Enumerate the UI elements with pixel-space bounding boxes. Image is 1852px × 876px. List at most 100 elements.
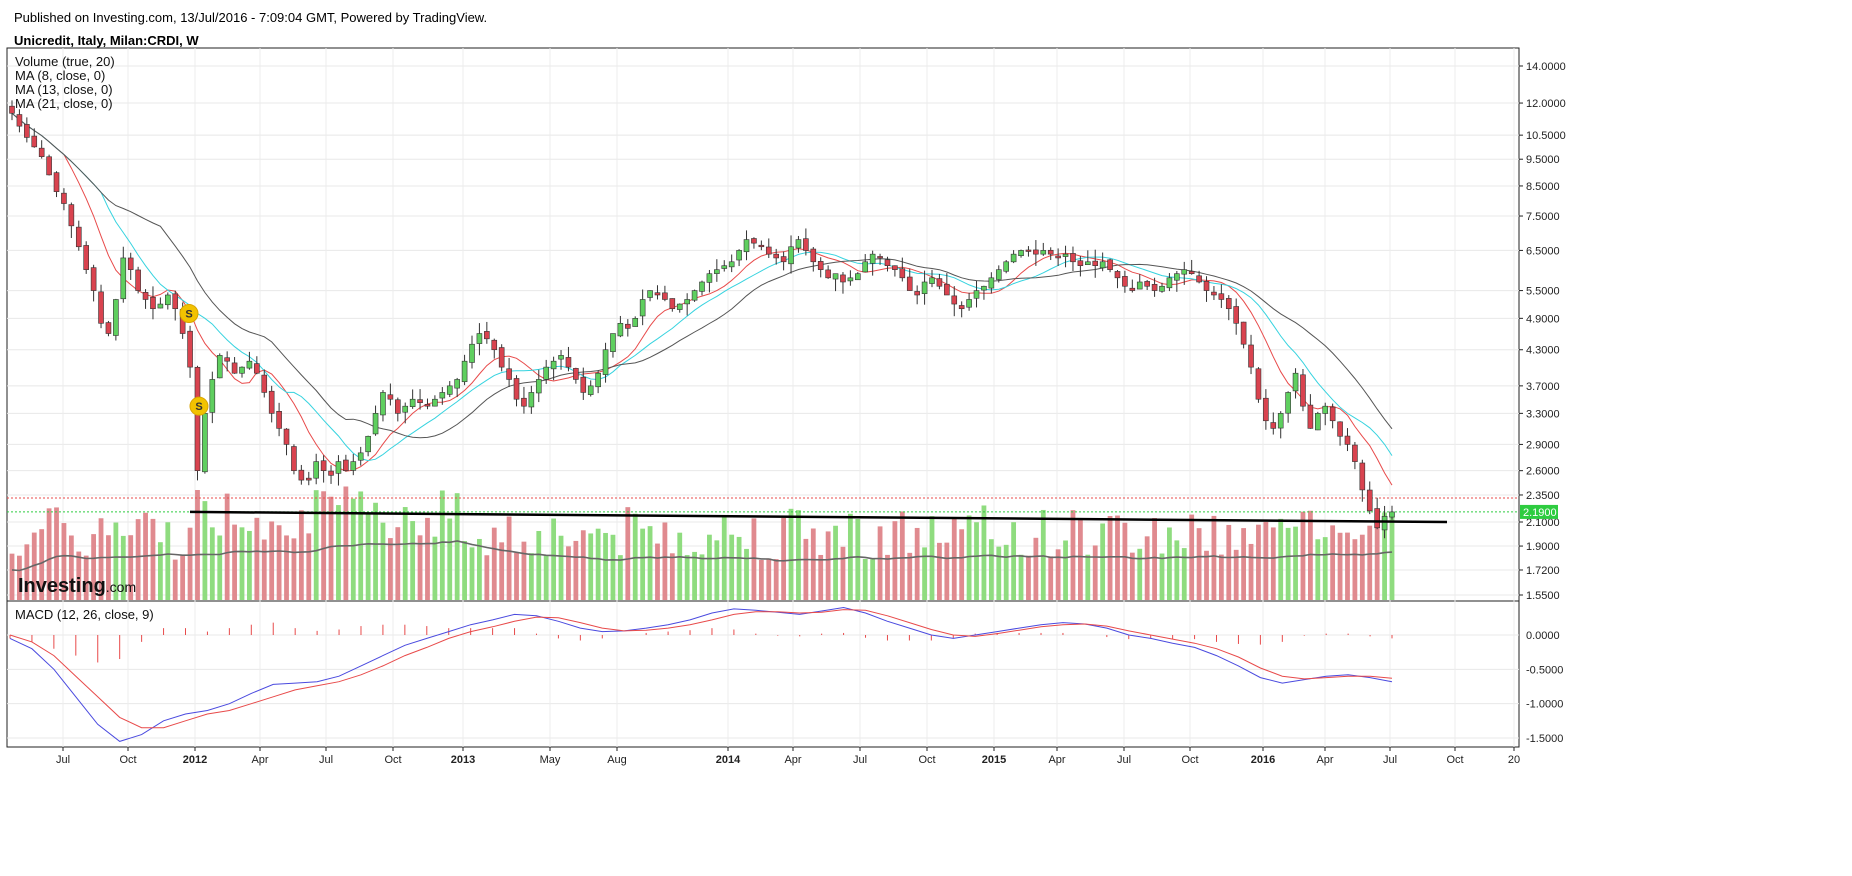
volume-bar	[1337, 532, 1343, 600]
volume-bar	[439, 490, 445, 600]
time-tick-label: May	[540, 754, 561, 766]
volume-bar	[714, 540, 720, 600]
time-tick-label: Oct	[1446, 754, 1463, 766]
symbol-title: Unicredit, Italy, Milan:CRDI, W	[14, 33, 199, 48]
time-tick-label: Oct	[1181, 754, 1198, 766]
candle-body	[936, 278, 943, 287]
candle-body	[899, 268, 906, 279]
signal-markers: SS	[179, 303, 209, 416]
price-tick-label: 8.5000	[1526, 181, 1560, 193]
volume-bars	[9, 486, 1395, 600]
volume-ma-line	[11, 540, 1393, 572]
time-tick-label: Oct	[119, 754, 136, 766]
ma8-line	[11, 112, 1393, 486]
candle-body	[877, 256, 883, 259]
macd-pane	[9, 606, 1393, 742]
candle-body	[528, 392, 535, 408]
candle-body	[832, 273, 839, 280]
volume-bar	[91, 534, 97, 600]
time-tick-label: 20	[1508, 754, 1520, 766]
volume-bar	[558, 535, 564, 600]
volume-bar	[113, 522, 119, 600]
candle-body	[1010, 253, 1017, 263]
volume-bar	[224, 493, 230, 600]
candle-body	[1300, 374, 1306, 407]
candle-body	[654, 292, 661, 296]
volume-bar	[699, 554, 705, 600]
candle-body	[231, 362, 238, 374]
candle-body	[127, 257, 134, 270]
candle-body	[788, 246, 794, 265]
volume-bar	[573, 540, 579, 600]
candle-body	[313, 461, 319, 479]
candle-body	[1174, 273, 1180, 281]
candle-body	[291, 446, 297, 471]
candle-body	[632, 318, 639, 327]
time-tick-label: Oct	[918, 754, 935, 766]
volume-bar	[914, 527, 920, 600]
volume-bar	[580, 530, 586, 600]
candle-body	[476, 333, 483, 344]
volume-bar	[1307, 510, 1313, 600]
candle-body	[1270, 422, 1277, 429]
support-trendline[interactable]	[189, 510, 1448, 524]
volume-bar	[818, 554, 824, 600]
volume-ma	[11, 540, 1393, 572]
price-tick-label: 2.9000	[1526, 439, 1560, 451]
candle-body	[988, 277, 995, 289]
candle-body	[46, 156, 52, 176]
volume-bar	[892, 521, 898, 600]
moving-averages	[11, 112, 1393, 486]
volume-bar	[536, 530, 542, 600]
candle-body	[1166, 277, 1173, 289]
investing-logo: Investing.com	[18, 575, 136, 597]
candle-body	[68, 204, 75, 227]
time-tick-label: 2016	[1251, 754, 1275, 766]
candle-body	[61, 192, 67, 204]
candle-body	[743, 239, 750, 253]
candle-body	[1315, 413, 1321, 431]
candle-body	[981, 285, 987, 291]
candle-body	[625, 323, 631, 329]
volume-bar	[521, 541, 527, 600]
volume-bar	[46, 508, 52, 600]
time-tick-label: Apr	[251, 754, 268, 766]
candle-body	[202, 413, 208, 473]
volume-bar	[877, 526, 883, 600]
candle-body	[1099, 261, 1106, 269]
volume-bar	[343, 486, 349, 600]
candle-body	[454, 379, 460, 389]
volume-bar	[261, 539, 267, 600]
volume-bar	[1144, 536, 1150, 600]
candle-body	[142, 292, 149, 300]
volume-bar	[640, 528, 646, 600]
candle-body	[780, 256, 787, 263]
main-pane-frame	[6, 47, 1520, 602]
volume-bar	[336, 505, 341, 600]
candle-body	[765, 246, 772, 255]
support-line[interactable]	[189, 510, 1448, 524]
candle-body	[1248, 344, 1254, 368]
candle-body	[268, 390, 275, 414]
macd-title: MACD (12, 26, close, 9)	[15, 607, 154, 622]
volume-bar	[1248, 543, 1254, 600]
volume-bar	[803, 538, 809, 600]
volume-bar	[610, 534, 616, 600]
volume-bar	[1256, 524, 1261, 600]
candle-body	[862, 261, 869, 273]
candle-body	[706, 273, 713, 283]
candle-body	[995, 269, 1002, 280]
candle-body	[224, 357, 230, 362]
volume-bar	[24, 544, 30, 600]
time-tick-label: 2012	[183, 754, 207, 766]
price-tick-label: 4.3000	[1526, 345, 1560, 357]
ma21-line	[11, 112, 1393, 439]
candle-body	[209, 379, 216, 413]
candle-body	[461, 360, 468, 383]
volume-bar	[1293, 526, 1298, 600]
volume-bar	[247, 530, 252, 600]
time-axis: Jul Oct 2012 Apr Jul Oct 2013 May Aug 2014 Apr Jul O…	[56, 747, 1520, 766]
volume-bar	[625, 507, 631, 600]
price-tick-label: 9.5000	[1526, 154, 1560, 166]
